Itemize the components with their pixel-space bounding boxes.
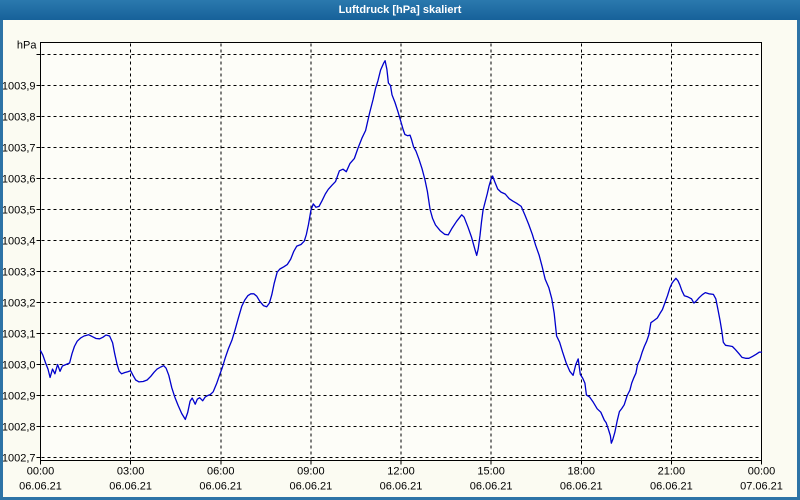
y-tick-label: 1002,7	[3, 453, 36, 465]
y-tick-label: 1003,2	[3, 298, 36, 310]
y-axis-unit-label: hPa	[17, 40, 37, 52]
x-tick-date-label: 06.06.21	[109, 481, 152, 493]
pressure-chart: 1003,9 1003,8 1003,7 1003,6 1003,5 1003,4 1003…	[3, 40, 783, 493]
x-tick-time-label: 03:00	[117, 466, 145, 478]
y-tick-label: 1002,9	[3, 391, 36, 403]
y-tick-label: 1003,5	[3, 205, 36, 217]
y-tick-labels: 1003,9 1003,8 1003,7 1003,6 1003,5 1003,4 1003…	[3, 81, 36, 465]
y-tick-label: 1003,8	[3, 112, 36, 124]
x-tick-time-label: 15:00	[477, 466, 505, 478]
chart-panel: 1003,9 1003,8 1003,7 1003,6 1003,5 1003,4 1003…	[3, 20, 797, 497]
y-tick-label: 1003,7	[3, 143, 36, 155]
x-tick-date-label: 06.06.21	[560, 481, 603, 493]
x-tick-date-label: 06.06.21	[380, 481, 423, 493]
window-titlebar[interactable]: Luftdruck [hPa] skaliert	[0, 0, 800, 20]
x-gridlines	[40, 43, 762, 465]
x-tick-date-label: 07.06.21	[740, 481, 783, 493]
x-tick-time-label: 21:00	[658, 466, 686, 478]
series-line-luftdruck	[39, 60, 763, 444]
y-tick-label: 1003,9	[3, 81, 36, 93]
y-tick-label: 1003,4	[3, 236, 36, 248]
y-tick-label: 1003,1	[3, 329, 36, 341]
x-tick-time-label: 09:00	[297, 466, 325, 478]
y-tick-label: 1003,6	[3, 174, 36, 186]
x-tick-date-label: 06.06.21	[650, 481, 693, 493]
window-title: Luftdruck [hPa] skaliert	[338, 4, 462, 16]
y-gridlines	[36, 54, 761, 458]
x-tick-time-label: 06:00	[207, 466, 235, 478]
x-tick-time-label: 18:00	[567, 466, 595, 478]
y-tick-label: 1003,0	[3, 360, 36, 372]
x-tick-labels: 00:00 06.06.21 03:00 06.06.21 06:00 06.06.21 0…	[19, 466, 783, 493]
x-tick-time-label: 00:00	[748, 466, 776, 478]
x-tick-time-label: 12:00	[387, 466, 415, 478]
x-tick-date-label: 06.06.21	[470, 481, 513, 493]
x-tick-date-label: 06.06.21	[19, 481, 62, 493]
y-tick-label: 1003,3	[3, 267, 36, 279]
plot-border	[40, 42, 762, 461]
x-tick-time-label: 00:00	[27, 466, 55, 478]
x-tick-date-label: 06.06.21	[199, 481, 242, 493]
y-tick-label: 1002,8	[3, 422, 36, 434]
x-tick-date-label: 06.06.21	[289, 481, 332, 493]
